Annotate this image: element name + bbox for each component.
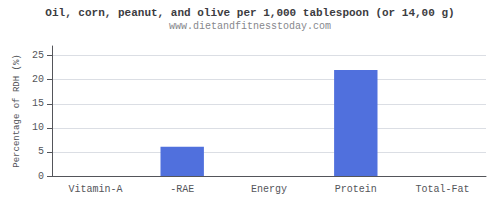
svg-text:25: 25 (32, 50, 44, 61)
svg-text:20: 20 (32, 74, 44, 85)
svg-text:Vitamin-A: Vitamin-A (68, 184, 122, 195)
svg-text:Total-Fat: Total-Fat (416, 184, 470, 195)
svg-text:www.dietandfitnesstoday.com: www.dietandfitnesstoday.com (169, 21, 331, 32)
svg-text:5: 5 (38, 146, 44, 157)
svg-text:Protein: Protein (335, 184, 377, 195)
svg-text:15: 15 (32, 98, 44, 109)
svg-text:-RAE: -RAE (170, 184, 194, 195)
svg-text:0: 0 (38, 171, 44, 182)
svg-text:Percentage of RDH (%): Percentage of RDH (%) (12, 54, 22, 167)
svg-text:Energy: Energy (251, 184, 287, 195)
svg-text:Oil, corn, peanut, and olive p: Oil, corn, peanut, and olive per 1,000 t… (45, 7, 454, 19)
svg-text:10: 10 (32, 122, 44, 133)
